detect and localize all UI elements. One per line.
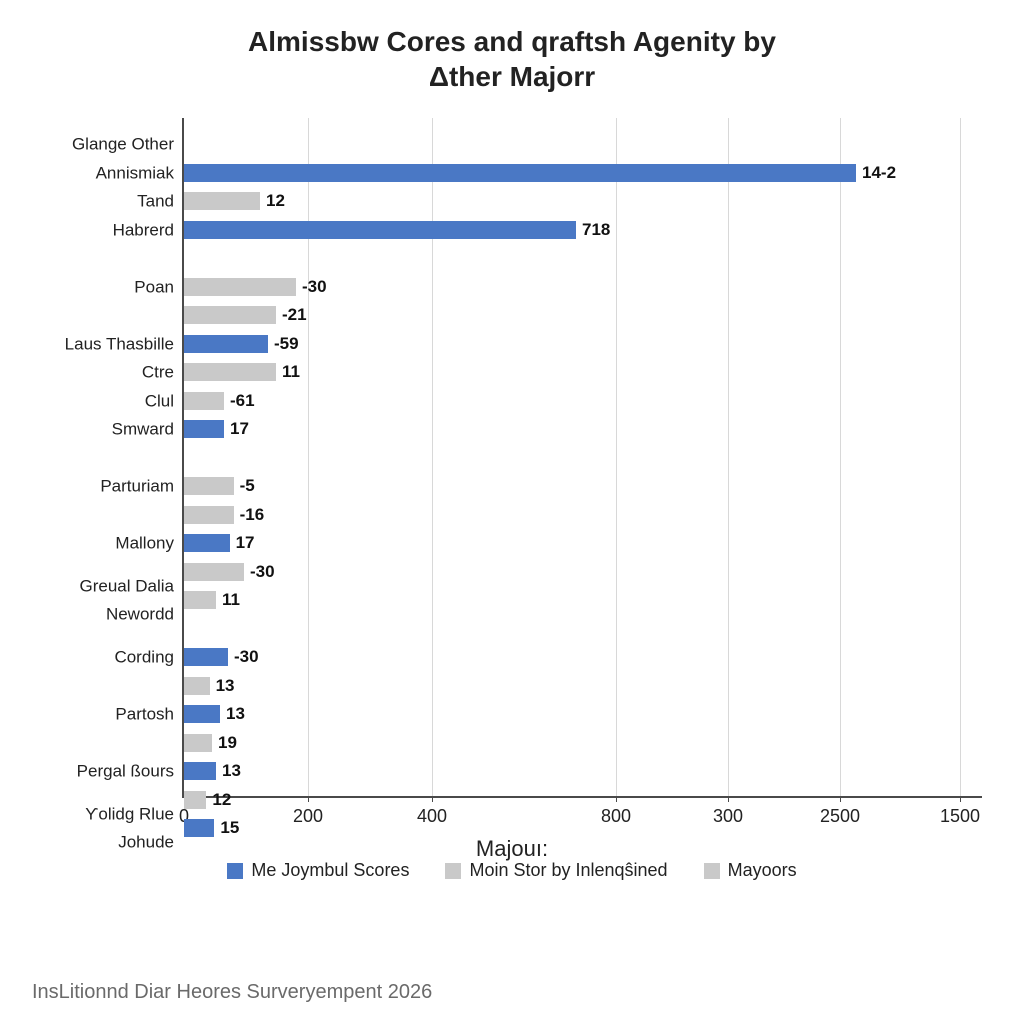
bar-value-label: 14-2 xyxy=(862,163,896,183)
chart-area: Glange Other Annismiak Tand Habrerd Poan Laus… xyxy=(32,108,992,848)
legend-item: Mayoors xyxy=(704,860,797,881)
gridline xyxy=(728,118,729,796)
x-tick-label: 2500 xyxy=(820,806,860,827)
bar-value-label: -21 xyxy=(282,305,307,325)
bar-value-label: 11 xyxy=(282,362,300,382)
y-category-label: Ƴolidg Rlue xyxy=(85,804,174,823)
x-tick-label: 1500 xyxy=(940,806,980,827)
y-category-label: Partosh xyxy=(115,704,174,723)
bar xyxy=(184,734,212,752)
bar-value-label: 12 xyxy=(266,191,285,211)
y-category-label: Tand xyxy=(137,191,174,210)
y-category-label: Newordd xyxy=(106,605,174,624)
legend-label: Me Joymbul Scores xyxy=(251,860,409,881)
bar-value-label: 17 xyxy=(236,533,255,553)
bar xyxy=(184,363,276,381)
x-tick xyxy=(432,796,433,802)
bar xyxy=(184,648,228,666)
legend: Me Joymbul Scores Moin Stor by Inlenqŝine… xyxy=(32,860,992,884)
legend-label: Moin Stor by Inlenqŝined xyxy=(469,860,667,881)
x-tick xyxy=(960,796,961,802)
bar-value-label: 12 xyxy=(212,790,231,810)
bar xyxy=(184,420,224,438)
bar-value-label: 13 xyxy=(222,761,241,781)
title-line-1: Almissbw Cores and qraftsh Agenity by xyxy=(248,26,776,57)
y-category-label: Annismiak xyxy=(96,163,174,182)
bar-value-label: -5 xyxy=(240,476,255,496)
x-tick-label: 300 xyxy=(713,806,743,827)
x-tick-label: 200 xyxy=(293,806,323,827)
y-category-label: Smward xyxy=(112,419,174,438)
bar-value-label: -59 xyxy=(274,334,299,354)
bar-value-label: 13 xyxy=(216,676,235,696)
bar xyxy=(184,192,260,210)
y-category-label: Poan xyxy=(134,277,174,296)
gridline xyxy=(616,118,617,796)
x-tick xyxy=(308,796,309,802)
y-category-label: Greual Dalia xyxy=(80,576,175,595)
legend-swatch xyxy=(704,863,720,879)
bar-value-label: -30 xyxy=(302,277,327,297)
y-category-label: Clul xyxy=(145,391,174,410)
y-category-label: Cording xyxy=(114,647,174,666)
bar xyxy=(184,563,244,581)
bar xyxy=(184,762,216,780)
chart-title: Almissbw Cores and qraftsh Agenity by Δt… xyxy=(32,24,992,94)
bar-value-label: 718 xyxy=(582,220,610,240)
bar xyxy=(184,221,576,239)
bar xyxy=(184,392,224,410)
bar-value-label: -30 xyxy=(250,562,275,582)
bar-value-label: -16 xyxy=(240,505,265,525)
legend-label: Mayoors xyxy=(728,860,797,881)
bar xyxy=(184,705,220,723)
bar xyxy=(184,506,234,524)
bar xyxy=(184,819,214,837)
x-tick-label: 400 xyxy=(417,806,447,827)
bar xyxy=(184,335,268,353)
bar-value-label: 19 xyxy=(218,733,237,753)
bar xyxy=(184,677,210,695)
y-category-label: Habrerd xyxy=(113,220,174,239)
bar-value-label: -61 xyxy=(230,391,255,411)
legend-item: Me Joymbul Scores xyxy=(227,860,409,881)
bar-value-label: 17 xyxy=(230,419,249,439)
footnote: InsLitionnd Diar Heores Surveryempent 20… xyxy=(32,981,432,1004)
y-category-label: Mallony xyxy=(115,533,174,552)
bar xyxy=(184,534,230,552)
bar xyxy=(184,591,216,609)
x-tick xyxy=(728,796,729,802)
y-category-label: Glange Other xyxy=(72,134,174,153)
y-axis-labels: Glange Other Annismiak Tand Habrerd Poan Laus… xyxy=(32,118,178,798)
bar-value-label: 11 xyxy=(222,590,240,610)
gridline xyxy=(960,118,961,796)
y-category-label: Ctre xyxy=(142,362,174,381)
y-category-label: Pergal ßours xyxy=(77,761,174,780)
bar-value-label: 15 xyxy=(220,818,239,838)
gridline xyxy=(840,118,841,796)
bar-value-label: -30 xyxy=(234,647,259,667)
y-category-label: Parturiam xyxy=(100,476,174,495)
plot-region: 02004008003002500150014-212718-30-21-591… xyxy=(182,118,982,798)
y-category-label: Laus Thasbille xyxy=(65,334,174,353)
bar xyxy=(184,791,206,809)
x-tick xyxy=(616,796,617,802)
x-axis-label: Majouı: xyxy=(476,836,548,862)
legend-swatch xyxy=(227,863,243,879)
bar-value-label: 13 xyxy=(226,704,245,724)
chart-container: Almissbw Cores and qraftsh Agenity by Δt… xyxy=(0,0,1024,1024)
legend-item: Moin Stor by Inlenqŝined xyxy=(445,860,667,881)
x-tick-label: 800 xyxy=(601,806,631,827)
legend-swatch xyxy=(445,863,461,879)
title-line-2: Δther Majorr xyxy=(429,61,595,92)
bar xyxy=(184,477,234,495)
bar xyxy=(184,306,276,324)
x-tick xyxy=(840,796,841,802)
bar xyxy=(184,164,856,182)
bar xyxy=(184,278,296,296)
y-category-label: Johude xyxy=(118,833,174,852)
